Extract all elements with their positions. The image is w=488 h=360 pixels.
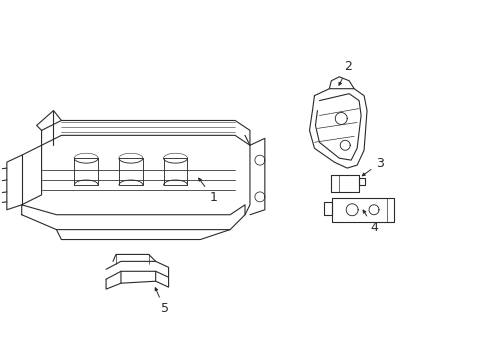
Text: 3: 3 [362, 157, 383, 176]
Text: 2: 2 [338, 60, 351, 85]
Text: 5: 5 [155, 288, 168, 315]
Text: 4: 4 [363, 210, 377, 234]
Text: 1: 1 [198, 178, 217, 204]
